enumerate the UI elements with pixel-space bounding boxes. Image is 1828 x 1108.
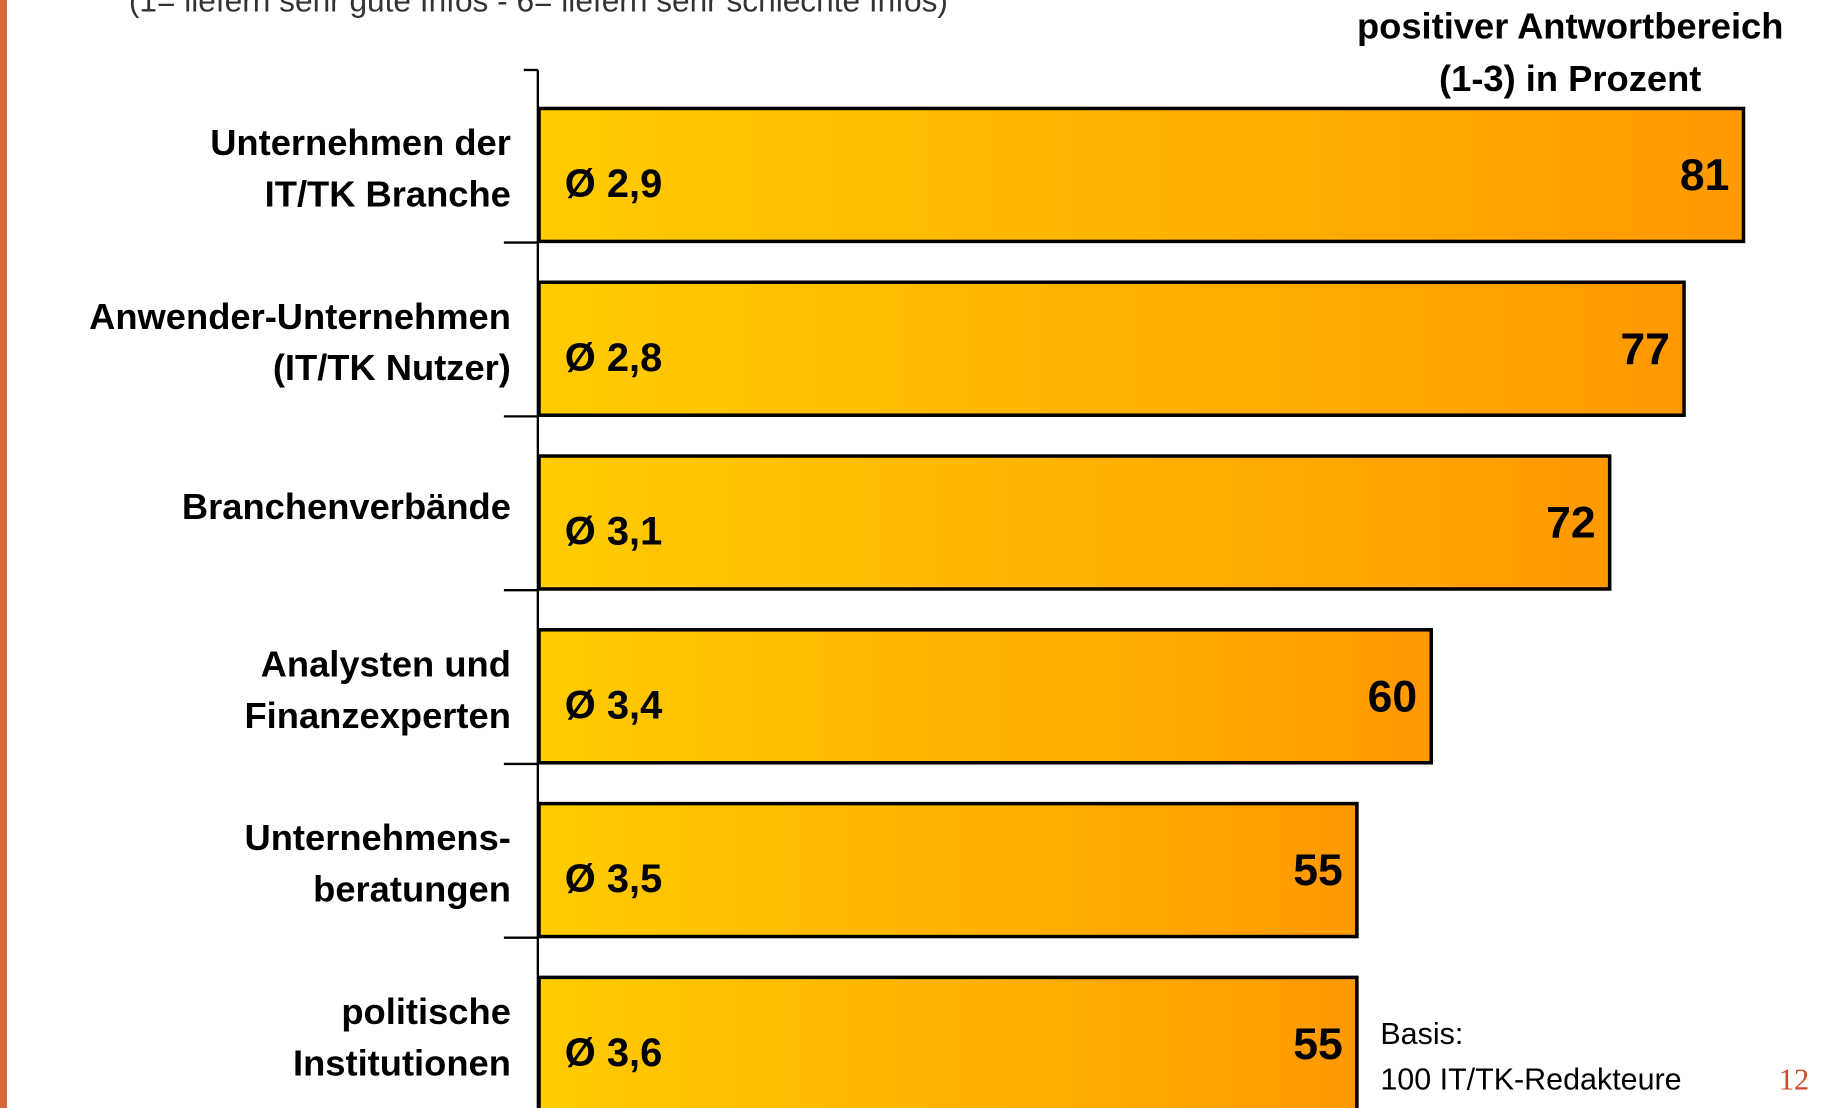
category-label: politische (341, 991, 511, 1032)
footnote: 100 IT/TK-Redakteure (1380, 1062, 1681, 1096)
footnote: Basis: (1380, 1017, 1463, 1051)
category-label: (IT/TK Nutzer) (273, 347, 511, 388)
data-label: 55 (1293, 846, 1343, 895)
average-label: Ø 3,6 (565, 1031, 662, 1075)
value-header: positiver Antwortbereich (1357, 6, 1783, 47)
category-label: Anwender-Unternehmen (89, 296, 511, 337)
data-label: 60 (1368, 673, 1418, 722)
category-label: Branchenverbände (182, 486, 511, 527)
category-label: Unternehmens- (245, 817, 511, 858)
bar (537, 454, 1612, 591)
average-label: Ø 3,5 (565, 857, 662, 901)
category-label: Institutionen (293, 1042, 511, 1083)
category-label: Finanzexperten (244, 695, 510, 736)
average-label: Ø 3,4 (565, 684, 662, 728)
category-label: beratungen (313, 869, 511, 910)
data-label: 81 (1680, 151, 1730, 200)
page-number: 12 (1779, 1062, 1809, 1096)
bar (537, 801, 1359, 939)
average-label: Ø 3,1 (565, 510, 662, 554)
category-label: Analysten und (261, 644, 511, 685)
bar (537, 106, 1746, 244)
bar (537, 628, 1433, 765)
category-label: IT/TK Branche (265, 174, 511, 215)
bar (537, 280, 1686, 417)
data-label: 55 (1293, 1020, 1343, 1069)
slide-border (0, 0, 8, 1108)
category-label: Unternehmen der (210, 122, 511, 163)
data-label: 72 (1546, 499, 1596, 548)
average-label: Ø 2,8 (565, 336, 662, 380)
value-header: (1-3) in Prozent (1439, 58, 1701, 99)
average-label: Ø 2,9 (565, 162, 662, 206)
bar (537, 975, 1359, 1108)
subtitle: (1= liefern sehr gute Infos - 6= liefern… (129, 0, 948, 19)
data-label: 77 (1620, 325, 1670, 374)
